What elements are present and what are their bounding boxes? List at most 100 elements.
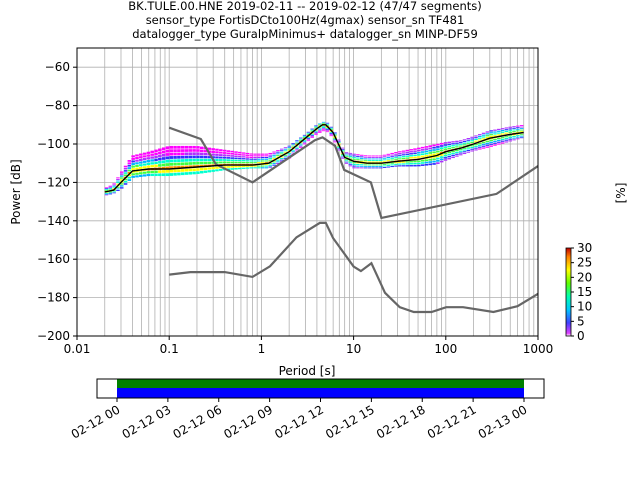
pdf-cell (321, 126, 326, 127)
pdf-cell (363, 167, 368, 169)
pdf-cell (508, 126, 512, 128)
pdf-cell (333, 133, 337, 135)
pdf-cell (177, 149, 181, 152)
y-tick-label: −160 (37, 252, 70, 266)
colorbar-tick-label: 25 (577, 256, 592, 270)
pdf-cell (424, 152, 429, 155)
pdf-cell (119, 183, 124, 185)
pdf-cell (318, 127, 322, 129)
pdf-cell (108, 192, 113, 194)
pdf-cell (394, 162, 398, 164)
pdf-cell (135, 164, 139, 167)
pdf-cell (504, 127, 509, 129)
pdf-cell (474, 145, 478, 147)
pdf-cell (378, 167, 383, 169)
pdf-cell (199, 146, 204, 150)
pdf-cell (405, 151, 410, 154)
pdf-cell (260, 158, 265, 160)
pdf-cell (139, 172, 143, 175)
pdf-cell (516, 136, 520, 138)
pdf-cell (378, 161, 383, 163)
pdf-cell (512, 131, 516, 133)
pdf-cell (276, 161, 280, 163)
pdf-cell (287, 154, 292, 156)
pdf-cell (207, 167, 212, 170)
pdf-cell (398, 161, 402, 163)
pdf-cell (432, 160, 436, 163)
pdf-cell (112, 192, 116, 194)
pdf-cell (420, 162, 425, 164)
pdf-cell (493, 129, 497, 131)
pdf-cell (188, 171, 193, 175)
pdf-cell (146, 154, 151, 157)
pdf-cell (493, 140, 497, 143)
pdf-cell (142, 152, 147, 155)
pdf-cell (295, 149, 299, 151)
pdf-cell (413, 150, 417, 152)
pdf-cell (512, 127, 516, 129)
pdf-cell (428, 161, 433, 163)
pdf-cell (295, 141, 299, 143)
pdf-cell (329, 126, 333, 128)
pdf-cell (485, 135, 490, 137)
pdf-cell (340, 150, 345, 152)
pdf-cell (405, 155, 410, 157)
pdf-cell (401, 154, 406, 156)
pdf-cell (139, 174, 143, 177)
pdf-cell (238, 157, 242, 160)
pdf-cell (222, 161, 227, 164)
pdf-cell (390, 156, 394, 158)
pdf-cell (367, 158, 372, 160)
y-axis-ticks: −60 −80 −100 −120 −140 −160 −180 −200 (37, 60, 77, 343)
pdf-cell (451, 147, 455, 149)
pdf-cell (196, 168, 200, 171)
pdf-cell (196, 171, 200, 174)
pdf-cell (119, 185, 124, 187)
pdf-cell (211, 167, 215, 170)
pdf-cell (219, 154, 223, 157)
pdf-cell (135, 170, 139, 173)
pdf-cell (150, 150, 154, 153)
pdf-cell (363, 164, 368, 166)
pdf-cell (474, 140, 478, 142)
pdf-cell (116, 186, 120, 188)
pdf-cell (439, 156, 444, 158)
pdf-cell (436, 150, 440, 153)
pdf-cell (192, 158, 196, 162)
pdf-cell (420, 153, 425, 156)
pdf-cell (283, 157, 288, 159)
pdf-cell (245, 167, 250, 169)
colorbar-tick-label: 5 (577, 314, 585, 328)
pdf-cell (127, 174, 132, 177)
pdf-cell (241, 154, 246, 156)
pdf-cell (123, 172, 128, 174)
pdf-cell (188, 158, 193, 162)
pdf-cell (451, 141, 455, 143)
pdf-cell (474, 138, 478, 141)
pdf-cell (268, 156, 273, 158)
pdf-cell (451, 152, 455, 155)
pdf-cell (310, 130, 314, 132)
pdf-cell (230, 161, 234, 164)
pdf-cell (329, 133, 333, 134)
pdf-cell (481, 147, 486, 149)
pdf-cell (169, 156, 174, 159)
pdf-cell (219, 161, 223, 164)
pdf-cell (169, 159, 174, 163)
pdf-cell (504, 130, 509, 133)
pdf-cell (299, 139, 303, 141)
pdf-cell (302, 134, 307, 136)
pdf-cell (173, 166, 177, 169)
pdf-cell (413, 164, 417, 167)
colorbar-tick-label: 15 (577, 285, 592, 299)
pdf-cell (188, 162, 193, 165)
pdf-cell (173, 152, 177, 156)
pdf-cell (211, 150, 215, 153)
pdf-cell (519, 126, 524, 128)
pdf-cell (371, 160, 375, 161)
pdf-cell (432, 156, 436, 158)
pdf-cell (500, 131, 505, 133)
pdf-cell (420, 164, 425, 166)
pdf-cell (443, 146, 448, 148)
pdf-cell (428, 152, 433, 154)
